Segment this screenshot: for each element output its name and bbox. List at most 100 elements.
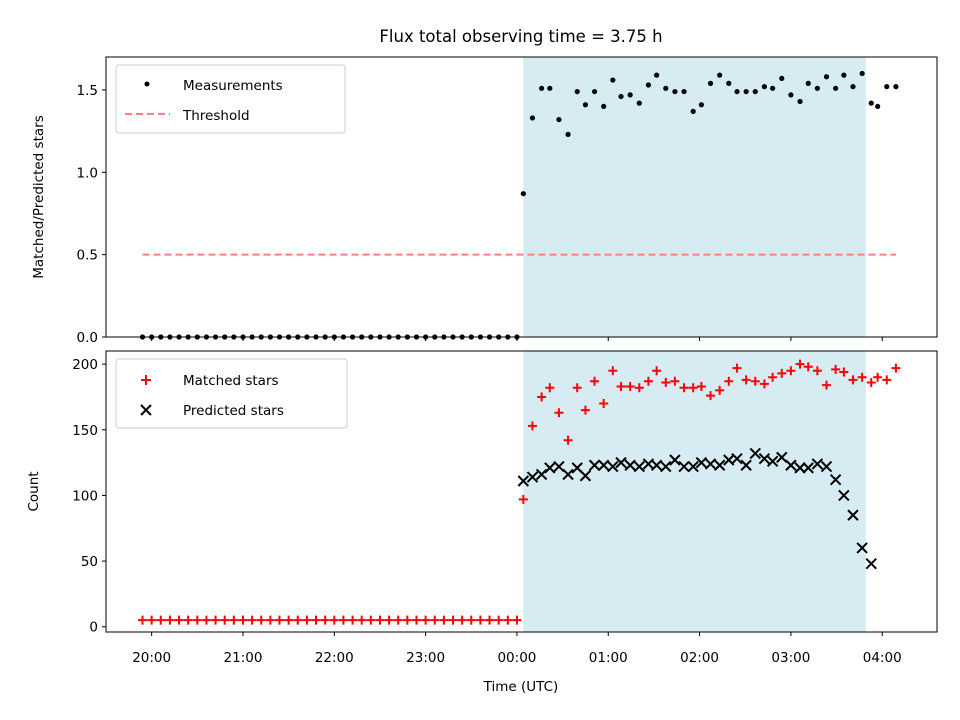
x-tick-label: 21:00 <box>224 650 263 666</box>
matched-point <box>518 494 528 504</box>
matched-point <box>284 615 294 625</box>
matched-point <box>545 383 555 393</box>
y-tick-label: 1.0 <box>77 165 98 181</box>
ratio-y-axis-label: Matched/Predicted stars <box>31 115 47 278</box>
matched-point <box>183 615 193 625</box>
predicted-point <box>838 489 850 502</box>
measurement-point <box>788 92 794 98</box>
predicted-point <box>660 460 672 473</box>
count-panel-frame <box>105 350 938 633</box>
chart-title: Flux total observing time = 3.75 h <box>379 27 662 46</box>
count-panel: 0 50 100 150 200 Count Matched stars Predict… <box>26 350 938 636</box>
measurement-point <box>859 70 865 77</box>
y-tick-label: 150 <box>72 423 98 439</box>
x-tick-label: 04:00 <box>863 650 902 666</box>
predicted-point <box>749 447 761 460</box>
measurement-point <box>743 88 749 95</box>
matched-point <box>741 375 751 385</box>
matched-point <box>616 381 626 391</box>
matched-point <box>494 615 504 625</box>
predicted-legend-marker <box>140 404 152 416</box>
matched-point <box>563 435 573 445</box>
matched-point <box>527 421 537 431</box>
matched-point <box>670 376 680 386</box>
matched-point <box>795 359 805 369</box>
measurements-legend-marker <box>144 81 150 87</box>
matched-point <box>238 615 248 625</box>
count-y-axis-label: Count <box>26 471 42 511</box>
measurement-point <box>850 84 856 90</box>
measurement-point <box>761 84 768 90</box>
legend-matched-label: Matched stars <box>183 373 279 389</box>
matched-point <box>338 615 348 625</box>
measurement-point <box>618 93 624 100</box>
predicted-point <box>597 459 610 471</box>
predicted-point <box>847 509 859 521</box>
predicted-point <box>766 455 779 468</box>
matched-point <box>357 615 367 625</box>
predicted-point <box>678 460 690 473</box>
matched-point <box>706 391 716 401</box>
matched-point <box>786 366 796 376</box>
count-legend: Matched stars Predicted stars <box>115 358 348 429</box>
measurement-point <box>591 88 598 95</box>
matched-point <box>147 615 157 625</box>
matched-point <box>393 615 403 625</box>
matched-point <box>430 615 440 625</box>
predicted-point <box>740 459 752 471</box>
matched-point <box>882 375 892 385</box>
predicted-point <box>776 451 788 464</box>
matched-point <box>822 380 832 390</box>
predicted-point <box>695 456 708 469</box>
measurement-point <box>823 74 830 80</box>
matched-legend-marker <box>141 375 151 385</box>
x-tick-label: 00:00 <box>497 650 536 666</box>
ratio-legend: Measurements Threshold <box>115 64 346 134</box>
matched-point <box>192 615 202 625</box>
x-tick-label: 03:00 <box>771 650 810 666</box>
matched-point <box>839 367 849 377</box>
x-axis-label: Time (UTC) <box>483 679 559 695</box>
matched-point <box>256 615 266 625</box>
predicted-point <box>713 459 726 471</box>
measurement-point <box>875 103 881 110</box>
matched-point <box>475 615 485 625</box>
matched-point <box>652 366 662 376</box>
matched-point <box>537 392 547 402</box>
matched-point <box>348 615 358 625</box>
matched-point <box>688 383 698 393</box>
observing-window-shade <box>523 57 866 337</box>
matched-point <box>448 615 458 625</box>
measurement-point <box>601 103 607 110</box>
predicted-point <box>553 460 565 473</box>
measurement-point <box>556 116 562 123</box>
matched-point <box>750 376 760 386</box>
matched-point <box>777 368 787 378</box>
x-tick-label: 20:00 <box>132 650 171 666</box>
matched-point <box>554 408 564 418</box>
predicted-point <box>624 459 636 471</box>
y-tick-label: 0.5 <box>77 248 98 264</box>
predicted-legend-x <box>140 404 152 416</box>
predicted-point <box>865 558 877 570</box>
predicted-point <box>758 452 771 465</box>
matched-point <box>156 615 166 625</box>
matched-point <box>201 615 211 625</box>
matched-point <box>715 385 725 395</box>
measurement-point <box>814 85 820 91</box>
predicted-point <box>579 470 592 482</box>
measurement-point <box>663 85 669 91</box>
predicted-point <box>811 458 824 470</box>
legend-measurements-label: Measurements <box>183 78 283 94</box>
matched-point <box>812 366 822 376</box>
matched-point <box>138 615 148 625</box>
matched-point <box>724 376 734 386</box>
predicted-point <box>526 471 539 483</box>
legend-predicted-label: Predicted stars <box>183 403 284 419</box>
y-tick-label: 0.0 <box>77 330 98 346</box>
measurement-point <box>752 88 758 95</box>
observing-window-shade <box>523 351 866 632</box>
x-tick-label: 22:00 <box>315 650 354 666</box>
measurement-point <box>582 102 589 108</box>
predicted-point <box>535 468 548 481</box>
